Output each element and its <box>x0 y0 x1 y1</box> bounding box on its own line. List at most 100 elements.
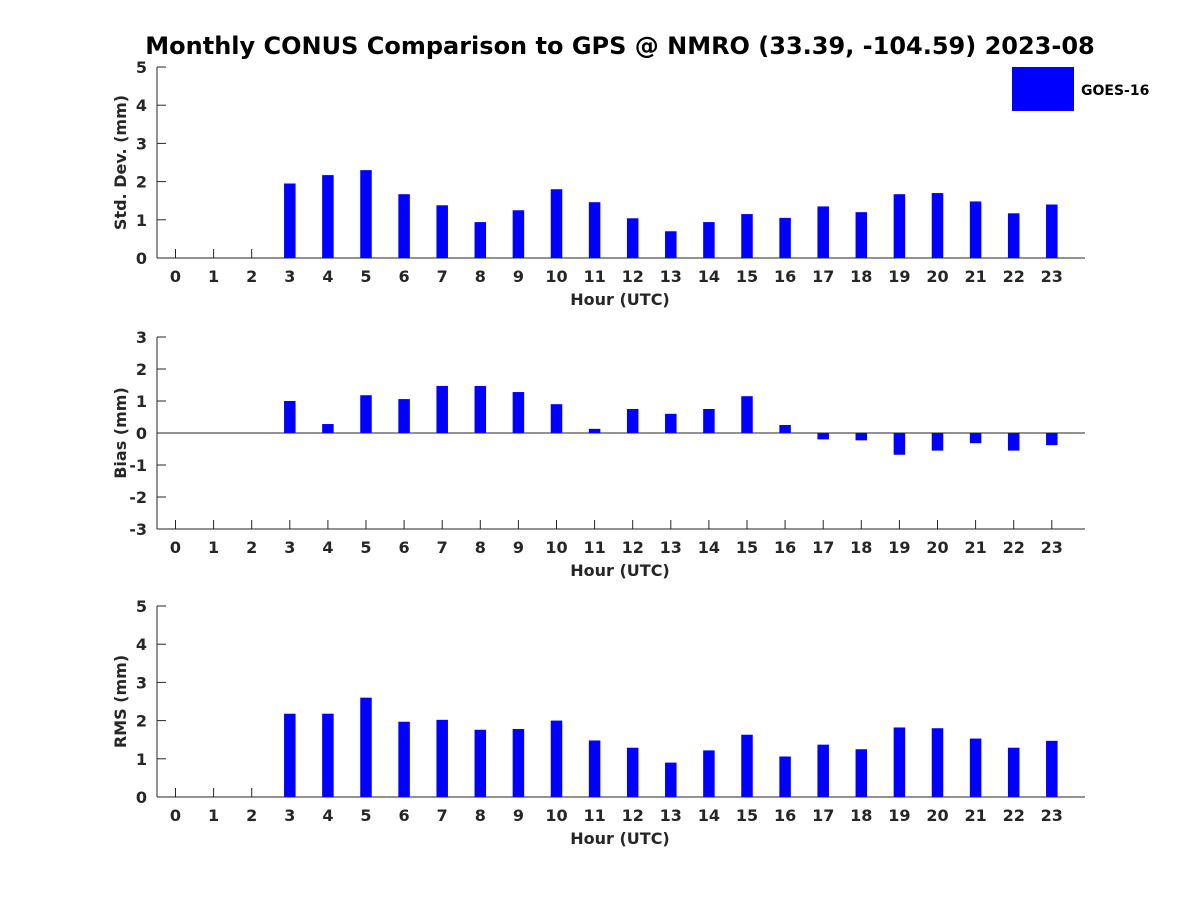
bias-bar <box>893 433 906 455</box>
legend-swatch <box>1012 67 1074 111</box>
rms-bar <box>550 720 563 797</box>
bias-bar <box>322 424 334 433</box>
stddev-y-tick-label: 3 <box>136 134 147 153</box>
stddev-bar <box>703 222 715 258</box>
stddev-x-tick-label: 13 <box>660 267 682 286</box>
stddev-x-label: Hour (UTC) <box>570 290 670 309</box>
legend: GOES-16 <box>1012 67 1149 111</box>
rms-x-tick-label: 23 <box>1041 806 1063 825</box>
stddev-x-tick-label: 16 <box>774 267 796 286</box>
bias-y-tick-label: 1 <box>136 392 147 411</box>
bias-bar <box>436 385 448 433</box>
stddev-bar <box>741 214 753 258</box>
bias-x-tick-label: 4 <box>322 538 333 557</box>
bias-bar <box>398 399 410 433</box>
rms-y-tick-label: 5 <box>136 597 147 616</box>
stddev-bar <box>588 202 601 258</box>
bias-x-tick-label: 23 <box>1041 538 1063 557</box>
rms-bar <box>931 728 944 797</box>
bias-x-tick-label: 10 <box>545 538 567 557</box>
bias-x-tick-label: 3 <box>284 538 295 557</box>
bias-bar <box>588 428 601 433</box>
stddev-bar <box>817 206 829 258</box>
stddev-x-tick-label: 3 <box>284 267 295 286</box>
bias-x-label: Hour (UTC) <box>570 561 670 580</box>
bias-x-tick-label: 22 <box>1003 538 1025 557</box>
bias-x-tick-label: 11 <box>583 538 605 557</box>
stddev-x-tick-label: 12 <box>622 267 644 286</box>
rms-bar <box>436 719 448 797</box>
stddev-y-tick-label: 2 <box>136 173 147 192</box>
rms-bar <box>1046 740 1058 797</box>
rms-bar <box>1007 747 1020 797</box>
stddev-x-tick-label: 8 <box>475 267 486 286</box>
bias-x-tick-label: 1 <box>208 538 219 557</box>
bias-x-tick-label: 19 <box>888 538 910 557</box>
rms-x-tick-label: 21 <box>964 806 986 825</box>
rms-x-tick-label: 4 <box>322 806 333 825</box>
bias-x-tick-label: 13 <box>660 538 682 557</box>
bias-x-tick-label: 6 <box>399 538 410 557</box>
stddev-x-tick-label: 15 <box>736 267 758 286</box>
rms-y-tick-label: 2 <box>136 712 147 731</box>
bias-y-tick-label: 3 <box>136 328 147 347</box>
bias-bar <box>512 392 525 433</box>
bias-bar <box>360 395 372 433</box>
stddev-bar <box>855 212 868 258</box>
rms-bar <box>398 721 410 797</box>
stddev-x-tick-label: 5 <box>360 267 371 286</box>
bias-bar <box>969 433 982 444</box>
bias-x-tick-label: 8 <box>475 538 486 557</box>
bias-x-tick-label: 20 <box>926 538 948 557</box>
bias-bar <box>931 433 944 451</box>
stddev-bar <box>779 217 791 258</box>
rms-bar <box>360 697 372 797</box>
stddev-x-tick-label: 22 <box>1003 267 1025 286</box>
rms-x-tick-label: 2 <box>246 806 257 825</box>
bias-y-tick-label: -2 <box>129 488 147 507</box>
rms-x-tick-label: 11 <box>583 806 605 825</box>
bias-bar <box>817 433 829 440</box>
bias-x-tick-label: 9 <box>513 538 524 557</box>
rms-x-tick-label: 12 <box>622 806 644 825</box>
stddev-bar <box>550 189 563 258</box>
bias-x-tick-label: 14 <box>698 538 720 557</box>
legend-label: GOES-16 <box>1081 83 1149 99</box>
stddev-x-tick-label: 19 <box>888 267 910 286</box>
rms-bar <box>665 762 677 797</box>
rms-bar <box>588 740 601 797</box>
chart-title: Monthly CONUS Comparison to GPS @ NMRO (… <box>145 32 1094 60</box>
rms-x-tick-label: 18 <box>850 806 872 825</box>
rms-bar <box>855 749 868 797</box>
bias-bar <box>474 385 487 433</box>
bias-x-tick-label: 5 <box>360 538 371 557</box>
bias-x-tick-label: 7 <box>437 538 448 557</box>
rms-x-tick-label: 1 <box>208 806 219 825</box>
rms-bar <box>322 713 334 797</box>
rms-y-label: RMS (mm) <box>111 655 130 748</box>
bias-x-tick-label: 15 <box>736 538 758 557</box>
rms-bar <box>817 744 829 797</box>
stddev-x-tick-label: 14 <box>698 267 720 286</box>
stddev-x-tick-label: 9 <box>513 267 524 286</box>
stddev-bar <box>398 194 410 258</box>
stddev-bar <box>1007 213 1020 258</box>
rms-x-tick-label: 16 <box>774 806 796 825</box>
rms-bar <box>284 713 296 797</box>
bias-y-tick-label: -1 <box>129 456 147 475</box>
bias-bar <box>550 404 563 433</box>
stddev-x-tick-label: 0 <box>170 267 181 286</box>
rms-bar <box>626 747 639 797</box>
bias-bar <box>855 433 868 441</box>
stddev-bar <box>322 175 334 258</box>
bias-x-tick-label: 18 <box>850 538 872 557</box>
stddev-x-tick-label: 7 <box>437 267 448 286</box>
bias-bar <box>284 401 296 433</box>
stddev-bar <box>665 231 677 258</box>
stddev-bar <box>931 193 944 258</box>
stddev-bar <box>284 183 296 258</box>
